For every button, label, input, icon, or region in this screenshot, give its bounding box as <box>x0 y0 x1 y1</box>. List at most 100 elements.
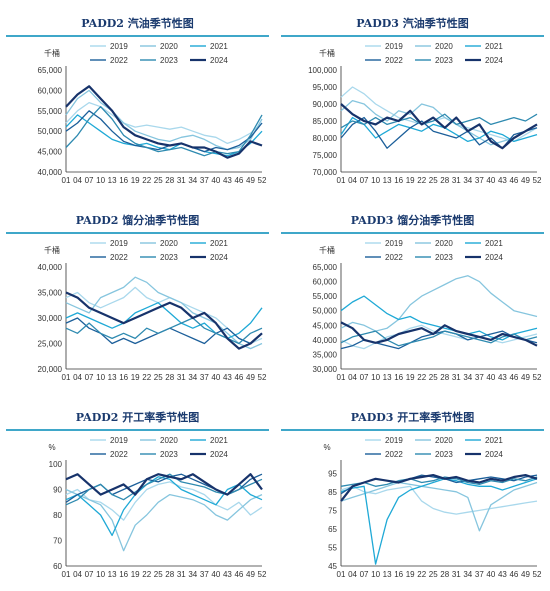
series-line-2023 <box>340 476 538 487</box>
x-tick-label: 25 <box>154 176 163 185</box>
legend-label: 2024 <box>210 450 228 459</box>
x-tick-label: 04 <box>348 176 357 185</box>
x-tick-label: 01 <box>337 176 346 185</box>
series-line-2021 <box>340 478 538 565</box>
series-line-2024 <box>340 321 538 347</box>
x-tick-label: 43 <box>223 373 232 382</box>
legend-label: 2023 <box>160 450 178 459</box>
legend-item-2024: 2024 <box>465 450 503 459</box>
y-tick-label: 35,000 <box>38 289 63 298</box>
legend-item-2023: 2023 <box>140 56 178 65</box>
legend-label: 2021 <box>210 436 228 445</box>
legend-label: 2024 <box>485 56 503 65</box>
x-tick-label: 04 <box>73 176 82 185</box>
series-line-2020 <box>340 275 538 332</box>
chart-title: PADD2 开工率季节性图 <box>76 410 200 424</box>
x-tick-label: 13 <box>383 373 392 382</box>
x-tick-label: 13 <box>383 570 392 579</box>
x-tick-label: 52 <box>533 373 542 382</box>
x-tick-label: 28 <box>165 176 174 185</box>
x-tick-label: 01 <box>337 570 346 579</box>
legend-item-2021: 2021 <box>465 436 503 445</box>
legend-label: 2022 <box>110 450 128 459</box>
legend-item-2021: 2021 <box>190 42 228 51</box>
x-tick-label: 04 <box>348 373 357 382</box>
y-tick-label: 30,000 <box>313 365 338 374</box>
legend-label: 2024 <box>210 56 228 65</box>
x-tick-label: 46 <box>509 373 518 382</box>
series-line-2024 <box>340 473 538 502</box>
legend-item-2020: 2020 <box>415 42 453 51</box>
legend-label: 2021 <box>485 42 503 51</box>
y-tick-label: 85,000 <box>313 117 338 126</box>
legend-label: 2019 <box>110 239 128 248</box>
y-tick-label: 75 <box>328 506 337 515</box>
y-tick-label: 65 <box>328 525 337 534</box>
x-tick-label: 52 <box>258 373 267 382</box>
legend-label: 2020 <box>160 42 178 51</box>
chart-panel-padd3-utilization: PADD3 开工率季节性图% 2019 2020 2021 2022 2023 2024 45… <box>275 394 550 591</box>
legend-label: 2021 <box>210 42 228 51</box>
x-tick-label: 07 <box>85 373 94 382</box>
x-tick-label: 49 <box>521 373 530 382</box>
x-tick-label: 40 <box>486 570 495 579</box>
x-tick-label: 19 <box>131 570 140 579</box>
legend-item-2023: 2023 <box>415 450 453 459</box>
chart-svg: PADD3 开工率季节性图% 2019 2020 2021 2022 2023 2024 45… <box>281 410 544 579</box>
y-tick-label: 70,000 <box>313 168 338 177</box>
y-tick-label: 95,000 <box>313 83 338 92</box>
x-tick-label: 10 <box>96 176 105 185</box>
legend-item-2020: 2020 <box>140 436 178 445</box>
x-tick-label: 52 <box>258 176 267 185</box>
legend-item-2024: 2024 <box>465 56 503 65</box>
legend-item-2021: 2021 <box>465 42 503 51</box>
series-line-2019 <box>340 485 538 515</box>
legend-item-2022: 2022 <box>365 56 403 65</box>
x-tick-label: 40 <box>486 176 495 185</box>
x-tick-label: 46 <box>234 373 243 382</box>
y-tick-label: 50,000 <box>313 307 338 316</box>
y-tick-label: 40,000 <box>38 168 63 177</box>
x-tick-label: 31 <box>452 570 461 579</box>
x-tick-label: 01 <box>62 373 71 382</box>
x-tick-label: 19 <box>131 176 140 185</box>
legend-label: 2019 <box>385 436 403 445</box>
y-tick-label: 40,000 <box>38 263 63 272</box>
y-tick-label: 65,000 <box>313 263 338 272</box>
x-tick-label: 22 <box>142 570 151 579</box>
x-tick-label: 31 <box>452 373 461 382</box>
x-tick-label: 34 <box>188 373 197 382</box>
x-tick-label: 16 <box>119 176 128 185</box>
x-tick-label: 22 <box>417 373 426 382</box>
x-tick-label: 37 <box>475 176 484 185</box>
legend-item-2021: 2021 <box>190 436 228 445</box>
x-tick-label: 34 <box>463 176 472 185</box>
y-tick-label: 90,000 <box>313 100 338 109</box>
y-tick-label: 90 <box>53 486 62 495</box>
x-tick-label: 04 <box>348 570 357 579</box>
legend-item-2021: 2021 <box>190 239 228 248</box>
chart-panel-padd3-gasoline: PADD3 汽油季节性图 千桶 2019 2020 2021 2022 2023 2024 70… <box>275 0 550 197</box>
x-tick-label: 43 <box>498 176 507 185</box>
y-unit-label: 千桶 <box>319 48 335 58</box>
y-tick-label: 60,000 <box>38 86 63 95</box>
legend-label: 2019 <box>110 436 128 445</box>
y-tick-label: 65,000 <box>38 66 63 75</box>
legend-item-2022: 2022 <box>90 253 128 262</box>
x-tick-label: 49 <box>246 176 255 185</box>
legend-label: 2023 <box>435 253 453 262</box>
legend-label: 2023 <box>160 56 178 65</box>
legend-label: 2024 <box>485 253 503 262</box>
x-tick-label: 34 <box>188 570 197 579</box>
x-tick-label: 07 <box>360 176 369 185</box>
x-tick-label: 07 <box>85 570 94 579</box>
series-line-2024 <box>65 85 263 159</box>
legend-item-2019: 2019 <box>90 42 128 51</box>
x-tick-label: 16 <box>119 570 128 579</box>
y-tick-label: 50,000 <box>38 127 63 136</box>
legend-item-2024: 2024 <box>465 253 503 262</box>
x-tick-label: 10 <box>96 570 105 579</box>
x-tick-label: 40 <box>211 373 220 382</box>
